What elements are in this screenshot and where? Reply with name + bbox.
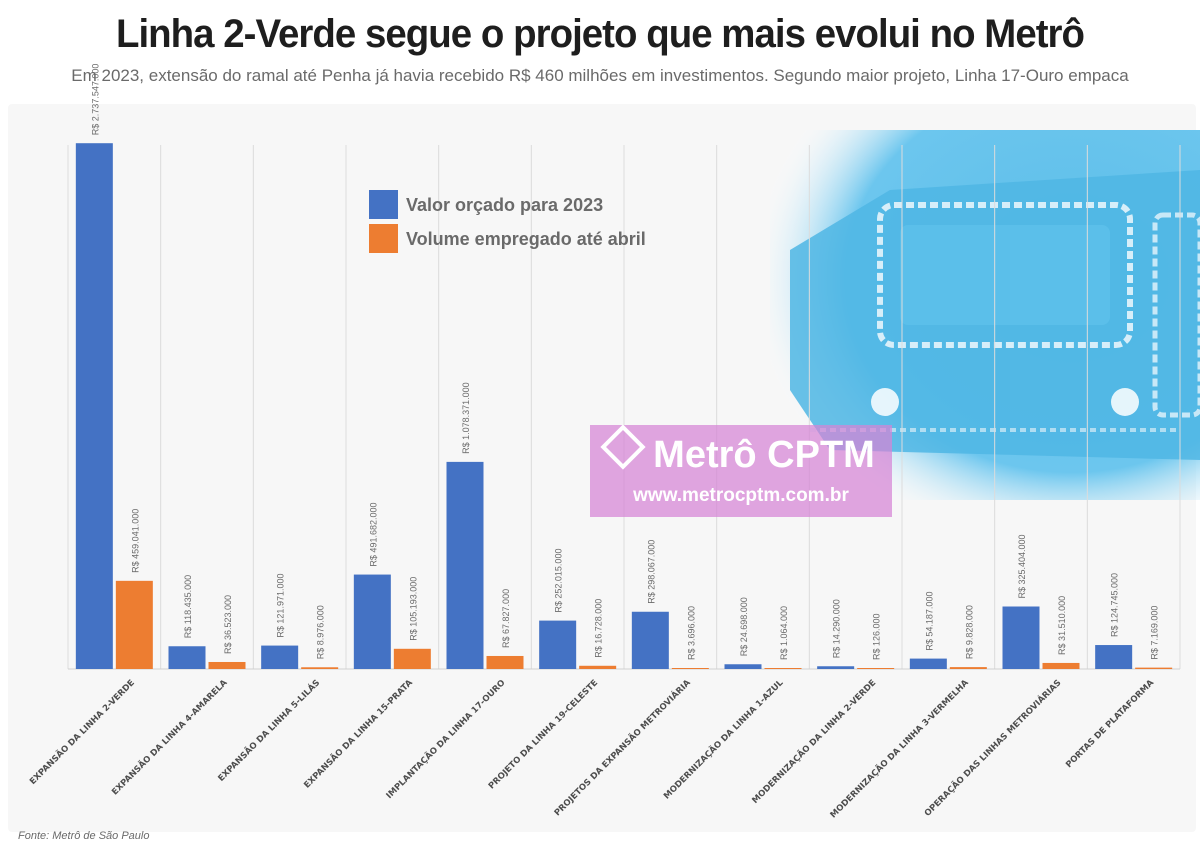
legend-swatch (369, 224, 398, 253)
bar-empregado-1 (115, 580, 153, 669)
data-label: R$ 491.682.000 (368, 503, 378, 567)
page-title: Linha 2-Verde segue o projeto que mais e… (115, 12, 1085, 56)
page-subtitle: Em 2023, extensão do ramal até Penha já … (71, 66, 1129, 85)
data-label: R$ 16.728.000 (594, 599, 604, 658)
bar-empregado-6 (579, 665, 617, 669)
bar-empregado-12 (1135, 667, 1173, 669)
bar-orcado-11 (1002, 606, 1040, 669)
category-label: EXPANSÃO DA LINHA 15-PRATA (302, 677, 415, 790)
bar-orcado-7 (631, 611, 669, 669)
legend-label: Volume empregado até abril (406, 229, 646, 249)
bar-orcado-2 (168, 646, 206, 669)
data-label: R$ 54.187.000 (924, 592, 934, 651)
bar-orcado-12 (1095, 645, 1133, 669)
data-label: R$ 14.290.000 (832, 599, 842, 658)
category-label: EXPANSÃO DA LINHA 2-VERDE (27, 677, 137, 787)
bar-orcado-3 (261, 645, 299, 669)
watermark-logo-text: Metrô CPTM (653, 434, 875, 476)
bar-empregado-2 (208, 661, 246, 669)
data-label: R$ 252.015.000 (554, 549, 564, 613)
legend-swatch (369, 190, 398, 219)
bar-empregado-7 (671, 668, 709, 669)
bar-orcado-9 (817, 666, 855, 669)
bar-empregado-11 (1042, 662, 1080, 669)
data-label: R$ 8.976.000 (316, 605, 326, 659)
category-label: EXPANSÃO DA LINHA 5-LILÁS (215, 677, 322, 784)
bar-orcado-6 (539, 620, 577, 669)
metro-cptm-diamond-icon (600, 424, 646, 470)
bar-empregado-5 (486, 655, 524, 669)
data-label: R$ 124.745.000 (1110, 573, 1120, 637)
data-label: R$ 325.404.000 (1017, 534, 1027, 598)
bar-empregado-4 (393, 648, 431, 669)
bar-empregado-3 (301, 667, 339, 669)
bar-orcado-5 (446, 461, 484, 669)
watermark-logo: Metrô CPTM www.metrocptm.com.br (590, 424, 892, 517)
data-label: R$ 9.828.000 (964, 605, 974, 659)
bar-orcado-10 (909, 658, 947, 669)
data-label: R$ 7.169.000 (1150, 606, 1160, 660)
bar-empregado-9 (857, 668, 895, 669)
watermark-url: www.metrocptm.com.br (633, 485, 849, 506)
bar-orcado-1 (75, 143, 113, 670)
data-label: R$ 126.000 (872, 613, 882, 660)
data-label: R$ 1.064.000 (779, 606, 789, 660)
data-label: R$ 121.971.000 (276, 574, 286, 638)
bar-orcado-4 (353, 574, 391, 669)
source-note: Fonte: Metrô de São Paulo (18, 830, 150, 842)
legend-label: Valor orçado para 2023 (406, 195, 603, 215)
data-label: R$ 118.435.000 (183, 575, 193, 638)
data-label: R$ 459.041.000 (130, 509, 140, 573)
bar-empregado-10 (949, 667, 987, 669)
category-label: PORTAS DE PLATAFORMA (1064, 678, 1156, 770)
data-label: R$ 3.696.000 (686, 606, 696, 660)
data-label: R$ 36.523.000 (223, 595, 233, 654)
data-label: R$ 1.078.371.000 (461, 382, 471, 454)
data-label: R$ 2.737.547.000 (90, 64, 100, 136)
bar-empregado-8 (764, 668, 802, 669)
data-label: R$ 105.193.000 (408, 577, 418, 641)
data-label: R$ 31.510.000 (1057, 596, 1067, 655)
data-label: R$ 67.827.000 (501, 589, 511, 648)
category-label: EXPANSÃO DA LINHA 4-AMARELA (109, 677, 229, 797)
data-label: R$ 298.067.000 (646, 540, 656, 604)
category-label: PROJETO DA LINHA 19-CELESTE (487, 678, 600, 791)
bar-orcado-8 (724, 664, 762, 669)
data-label: R$ 24.698.000 (739, 597, 749, 656)
